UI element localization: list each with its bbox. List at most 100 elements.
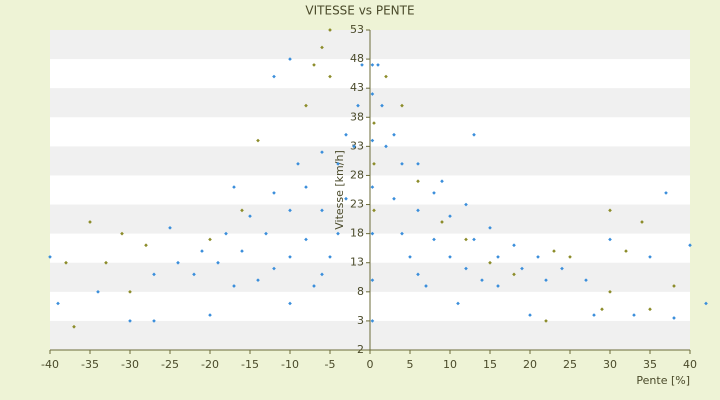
point [432, 237, 436, 242]
chart-title: VITESSE vs PENTE [305, 4, 414, 18]
point [392, 132, 396, 137]
point [488, 225, 492, 230]
point [344, 132, 348, 137]
point [512, 272, 516, 277]
point [464, 202, 468, 207]
point [312, 284, 316, 288]
point [256, 138, 260, 143]
point [464, 237, 468, 242]
point [328, 74, 332, 79]
y-tick-label: 13 [350, 256, 364, 269]
point [370, 231, 375, 236]
y-tick-label: 3 [357, 314, 364, 327]
point [370, 319, 375, 323]
point [240, 249, 244, 253]
point [584, 278, 588, 283]
point [704, 301, 708, 306]
point [88, 220, 92, 224]
point [336, 161, 340, 166]
point [370, 185, 375, 189]
point [232, 185, 236, 189]
point [372, 121, 376, 125]
point [544, 319, 548, 323]
point [600, 307, 604, 312]
point [216, 260, 220, 265]
x-tick-label: -20 [201, 358, 219, 371]
x-tick-label: 0 [367, 358, 374, 371]
point [248, 214, 252, 219]
x-tick-label: 20 [523, 358, 537, 371]
point [448, 214, 452, 219]
point [440, 220, 444, 224]
point [496, 255, 500, 259]
point [560, 266, 564, 271]
y-tick-label: 43 [350, 81, 364, 94]
point [336, 231, 340, 236]
x-axis-title: Pente [%] [636, 374, 690, 387]
point [176, 260, 180, 265]
point [224, 231, 228, 236]
point [496, 284, 500, 288]
y-axis-title: Vitesse [km/h] [333, 150, 346, 230]
point [232, 284, 236, 288]
x-tick-label: -30 [121, 358, 139, 371]
y-tick-label: 8 [357, 285, 364, 298]
point [344, 196, 348, 201]
point [168, 225, 172, 230]
x-tick-label: 40 [683, 358, 697, 371]
point [128, 319, 132, 323]
x-tick-label: -10 [281, 358, 299, 371]
point [688, 243, 692, 248]
point [152, 272, 156, 277]
point [304, 237, 308, 242]
point [120, 231, 124, 236]
point [424, 284, 428, 288]
point [480, 278, 484, 283]
y-tick-label: 53 [350, 23, 364, 36]
point [464, 266, 468, 271]
x-tick-label: 10 [443, 358, 457, 371]
point [632, 313, 636, 317]
point [208, 237, 212, 242]
point [272, 74, 276, 79]
y-tick-label: 38 [350, 110, 364, 123]
point [256, 278, 260, 283]
point [208, 313, 212, 317]
point [648, 307, 652, 312]
y-tick-label: 33 [350, 139, 364, 152]
point [400, 161, 404, 166]
point [192, 272, 196, 277]
point [296, 161, 300, 166]
x-tick-label: -15 [241, 358, 259, 371]
point [144, 243, 148, 248]
point [592, 313, 596, 317]
point [472, 132, 476, 137]
point [304, 185, 308, 189]
x-tick-label: -25 [161, 358, 179, 371]
point [408, 255, 412, 259]
point [288, 255, 292, 259]
y-tick-label: 18 [350, 227, 364, 240]
point [320, 208, 324, 213]
point [440, 179, 444, 184]
point [672, 316, 676, 320]
point [416, 208, 420, 213]
point [272, 266, 276, 271]
point [372, 208, 376, 213]
x-tick-label: 25 [563, 358, 577, 371]
point [416, 179, 420, 184]
y-tick-label: 48 [350, 52, 364, 65]
x-tick-label: -40 [41, 358, 59, 371]
point [488, 260, 492, 265]
point [152, 319, 156, 323]
point [416, 272, 420, 277]
point [448, 255, 452, 259]
point [528, 313, 532, 317]
point [608, 289, 612, 294]
x-tick-label: 15 [483, 358, 497, 371]
y-tick-label: 28 [350, 168, 364, 181]
point [288, 301, 292, 306]
point [56, 301, 60, 306]
point [372, 161, 376, 166]
x-tick-label: -5 [325, 358, 336, 371]
